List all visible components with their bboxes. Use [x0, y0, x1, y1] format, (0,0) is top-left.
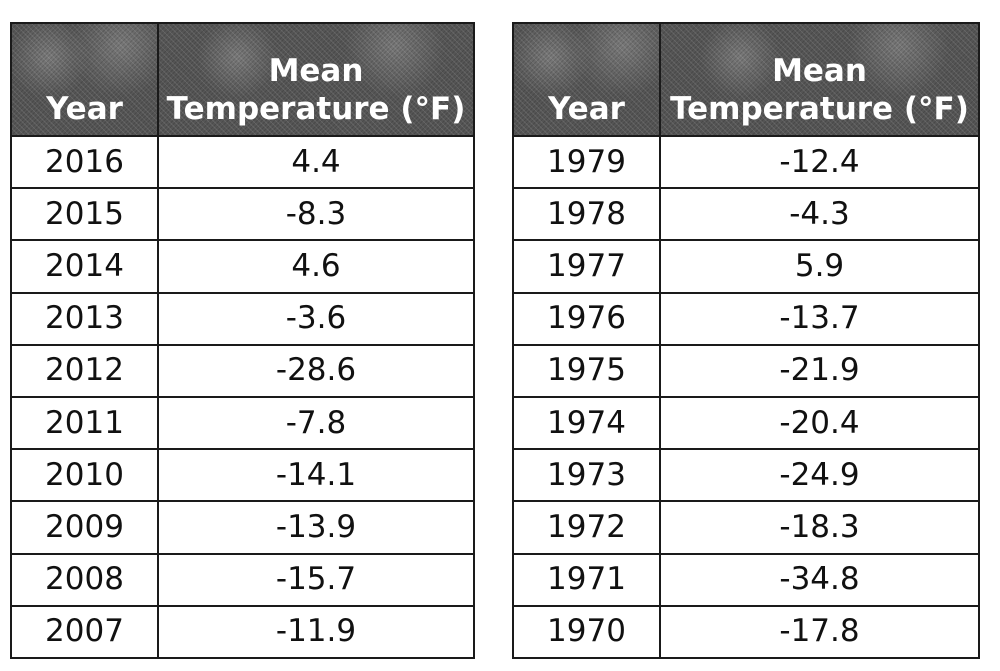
temperature-cell: -7.8 [157, 395, 475, 451]
table-header-row: Year Mean Temperature (°F) [512, 22, 980, 137]
year-cell: 2015 [10, 187, 159, 242]
year-cell: 2007 [10, 604, 159, 659]
year-cell: 2013 [10, 291, 159, 346]
temperature-table-left: Year Mean Temperature (°F) 2016 4.4 2015 -8… [10, 22, 475, 659]
temperature-cell: -15.7 [157, 552, 475, 607]
temperature-cell: -18.3 [659, 500, 980, 555]
temperature-cell: -13.7 [659, 291, 980, 346]
mean-header-label: Mean [772, 53, 867, 90]
year-cell: 2011 [10, 395, 159, 451]
year-header-label: Year [46, 91, 123, 128]
temperature-cell: 4.4 [157, 134, 475, 190]
table-row: 2012 -28.6 [10, 343, 475, 398]
table-body-right: 1979 -12.4 1978 -4.3 1977 5.9 1976 -13.7 1975 -21… [512, 134, 980, 659]
table-row: 2016 4.4 [10, 134, 475, 190]
mean-header-label: Mean [268, 53, 364, 90]
year-column-header: Year [10, 22, 159, 137]
table-row: 1977 5.9 [512, 239, 980, 294]
year-cell: 2010 [10, 448, 159, 503]
year-cell: 1971 [512, 552, 661, 607]
year-cell: 1977 [512, 239, 661, 294]
year-cell: 1975 [512, 343, 661, 398]
table-row: 1972 -18.3 [512, 500, 980, 555]
table-row: 1970 -17.8 [512, 604, 980, 659]
table-row: 1976 -13.7 [512, 291, 980, 346]
temperature-cell: -34.8 [659, 552, 980, 607]
year-cell: 1979 [512, 134, 661, 190]
year-cell: 1976 [512, 291, 661, 346]
temperature-cell: -28.6 [157, 343, 475, 398]
temperature-cell: 5.9 [659, 239, 980, 294]
temperature-cell: -12.4 [659, 134, 980, 190]
temperature-cell: -3.6 [157, 291, 475, 346]
year-column-header: Year [512, 22, 661, 137]
temperature-header-label: Temperature (°F) [166, 91, 466, 128]
table-row: 1974 -20.4 [512, 395, 980, 451]
table-row: 1979 -12.4 [512, 134, 980, 190]
year-cell: 2008 [10, 552, 159, 607]
year-cell: 1978 [512, 187, 661, 242]
temperature-cell: -20.4 [659, 395, 980, 451]
table-row: 2014 4.6 [10, 239, 475, 294]
temperature-cell: 4.6 [157, 239, 475, 294]
table-row: 2010 -14.1 [10, 448, 475, 503]
table-row: 2013 -3.6 [10, 291, 475, 346]
year-header-label: Year [548, 91, 625, 128]
temperature-table-right: Year Mean Temperature (°F) 1979 -12.4 1978… [512, 22, 980, 659]
temperature-cell: -8.3 [157, 187, 475, 242]
year-cell: 1972 [512, 500, 661, 555]
year-cell: 1970 [512, 604, 661, 659]
table-header-row: Year Mean Temperature (°F) [10, 22, 475, 137]
temperature-cell: -24.9 [659, 448, 980, 503]
table-row: 1978 -4.3 [512, 187, 980, 242]
mean-temperature-column-header: Mean Temperature (°F) [157, 22, 475, 137]
year-cell: 1974 [512, 395, 661, 451]
table-row: 2011 -7.8 [10, 395, 475, 451]
temperature-cell: -13.9 [157, 500, 475, 555]
table-row: 1971 -34.8 [512, 552, 980, 607]
table-row: 2008 -15.7 [10, 552, 475, 607]
table-row: 1975 -21.9 [512, 343, 980, 398]
table-row: 2015 -8.3 [10, 187, 475, 242]
table-body-left: 2016 4.4 2015 -8.3 2014 4.6 2013 -3.6 2012 -28.6 2… [10, 134, 475, 659]
temperature-cell: -11.9 [157, 604, 475, 659]
year-cell: 2012 [10, 343, 159, 398]
temperature-cell: -4.3 [659, 187, 980, 242]
temperature-cell: -14.1 [157, 448, 475, 503]
year-cell: 2009 [10, 500, 159, 555]
year-cell: 2016 [10, 134, 159, 190]
temperature-cell: -17.8 [659, 604, 980, 659]
year-cell: 1973 [512, 448, 661, 503]
table-row: 1973 -24.9 [512, 448, 980, 503]
temperature-cell: -21.9 [659, 343, 980, 398]
temperature-header-label: Temperature (°F) [670, 91, 969, 128]
year-cell: 2014 [10, 239, 159, 294]
table-row: 2007 -11.9 [10, 604, 475, 659]
mean-temperature-column-header: Mean Temperature (°F) [659, 22, 980, 137]
table-row: 2009 -13.9 [10, 500, 475, 555]
